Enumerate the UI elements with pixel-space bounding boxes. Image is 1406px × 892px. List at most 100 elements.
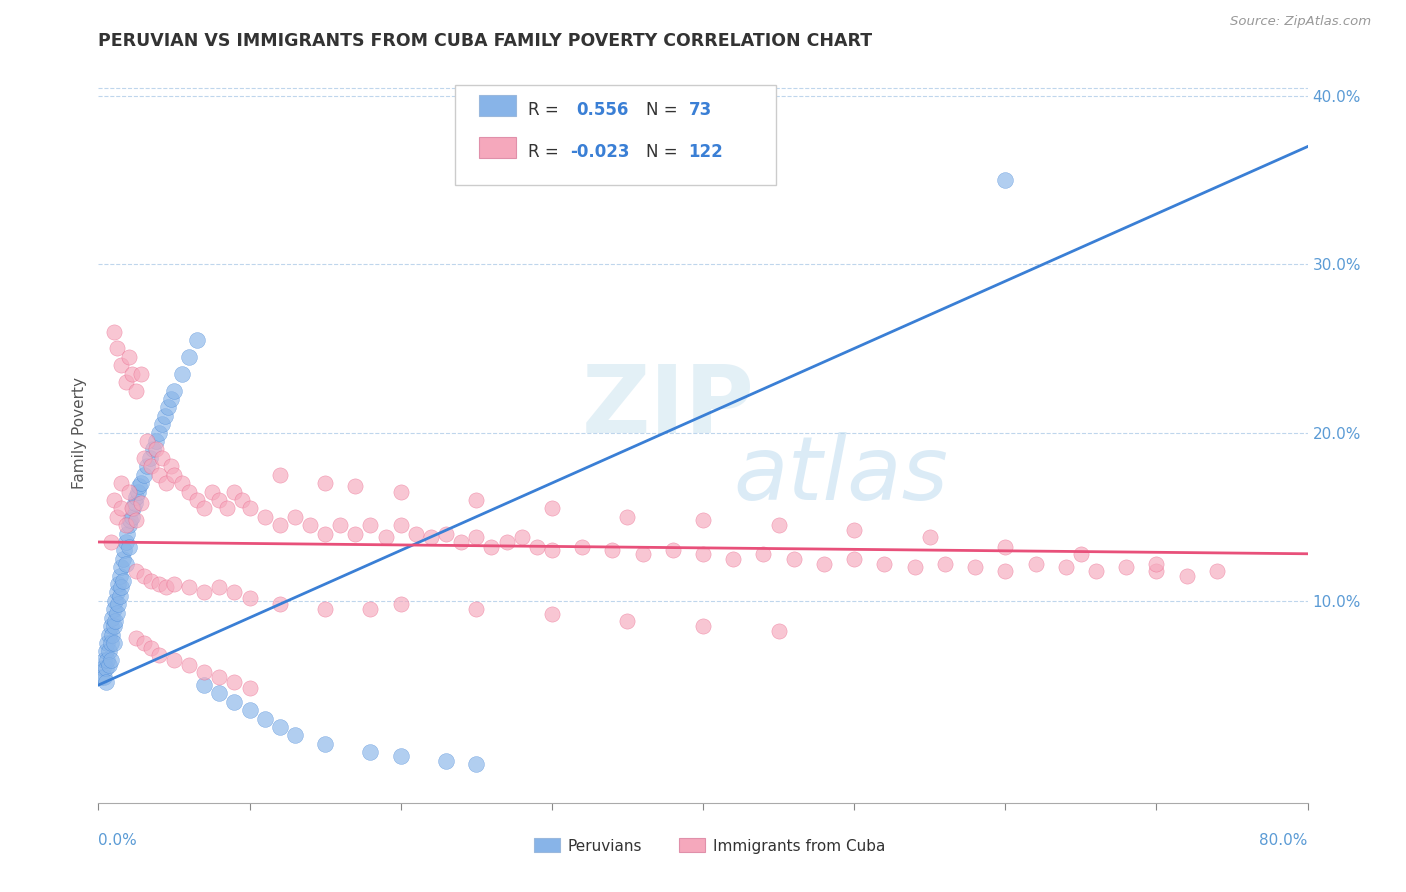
Point bbox=[389, 597, 412, 611]
Point bbox=[110, 476, 132, 491]
Point bbox=[918, 530, 941, 544]
Point bbox=[1144, 564, 1167, 578]
Point bbox=[100, 653, 122, 667]
Point bbox=[269, 720, 291, 734]
Point bbox=[100, 535, 122, 549]
Point bbox=[148, 577, 170, 591]
Point bbox=[224, 484, 246, 499]
Point bbox=[314, 602, 336, 616]
Point bbox=[170, 367, 193, 381]
Point bbox=[108, 568, 131, 582]
Text: R =: R = bbox=[527, 143, 564, 161]
Point bbox=[231, 492, 253, 507]
Text: atlas: atlas bbox=[734, 432, 948, 517]
Point bbox=[110, 501, 132, 516]
Point bbox=[299, 518, 322, 533]
Point bbox=[96, 636, 118, 650]
Point bbox=[314, 526, 336, 541]
Point bbox=[108, 589, 131, 603]
Point bbox=[150, 450, 173, 465]
Point bbox=[93, 653, 115, 667]
Point bbox=[179, 350, 201, 364]
Point bbox=[495, 535, 517, 549]
Point bbox=[160, 392, 183, 406]
Point bbox=[1175, 568, 1198, 582]
Point bbox=[571, 540, 593, 554]
Point bbox=[873, 557, 896, 571]
Point bbox=[128, 479, 150, 493]
Point bbox=[104, 614, 127, 628]
Point bbox=[91, 661, 114, 675]
Point bbox=[934, 557, 956, 571]
Point bbox=[153, 409, 176, 423]
Point bbox=[105, 585, 128, 599]
Point bbox=[224, 695, 246, 709]
Point bbox=[1024, 557, 1046, 571]
Point bbox=[163, 467, 186, 482]
Point bbox=[692, 513, 714, 527]
Point bbox=[94, 674, 117, 689]
Point bbox=[269, 467, 291, 482]
Point bbox=[141, 574, 163, 588]
Point bbox=[844, 551, 866, 566]
Point bbox=[465, 602, 488, 616]
Point bbox=[253, 509, 276, 524]
Point bbox=[844, 523, 866, 537]
Point bbox=[434, 754, 457, 768]
Point bbox=[1144, 557, 1167, 571]
Point bbox=[105, 509, 128, 524]
Point bbox=[994, 564, 1017, 578]
Point bbox=[284, 729, 307, 743]
Point bbox=[98, 657, 121, 672]
Point bbox=[201, 484, 224, 499]
Point bbox=[723, 551, 745, 566]
Point bbox=[156, 401, 179, 415]
Point bbox=[193, 501, 215, 516]
Point bbox=[179, 581, 201, 595]
Point bbox=[360, 518, 382, 533]
Point bbox=[127, 484, 149, 499]
Text: N =: N = bbox=[647, 101, 683, 119]
Point bbox=[193, 665, 215, 679]
Text: 73: 73 bbox=[689, 101, 711, 119]
Point bbox=[145, 434, 167, 448]
Y-axis label: Family Poverty: Family Poverty bbox=[72, 376, 87, 489]
Point bbox=[186, 492, 208, 507]
Point bbox=[405, 526, 427, 541]
Point bbox=[389, 748, 412, 763]
Point bbox=[114, 518, 136, 533]
Point bbox=[420, 530, 443, 544]
Point bbox=[1085, 564, 1108, 578]
Point bbox=[148, 425, 170, 440]
Point bbox=[965, 560, 987, 574]
Point bbox=[112, 543, 135, 558]
Point bbox=[208, 492, 231, 507]
Point bbox=[631, 547, 654, 561]
Point bbox=[148, 467, 170, 482]
Point bbox=[389, 518, 412, 533]
Point bbox=[132, 450, 155, 465]
Point bbox=[118, 518, 141, 533]
Point bbox=[239, 501, 262, 516]
Point bbox=[540, 607, 562, 622]
Point bbox=[135, 459, 157, 474]
Text: -0.023: -0.023 bbox=[569, 143, 630, 161]
Point bbox=[360, 602, 382, 616]
Point bbox=[193, 678, 215, 692]
Point bbox=[121, 501, 143, 516]
Point bbox=[389, 484, 412, 499]
Point bbox=[107, 597, 129, 611]
Point bbox=[540, 543, 562, 558]
Point bbox=[783, 551, 806, 566]
Point bbox=[135, 434, 157, 448]
Point bbox=[120, 513, 142, 527]
Point bbox=[118, 484, 141, 499]
Point bbox=[103, 619, 125, 633]
Point bbox=[616, 509, 638, 524]
Point bbox=[481, 540, 503, 554]
Point bbox=[101, 610, 124, 624]
Point bbox=[129, 476, 152, 491]
Point bbox=[148, 648, 170, 662]
Point bbox=[96, 653, 118, 667]
Point bbox=[752, 547, 775, 561]
